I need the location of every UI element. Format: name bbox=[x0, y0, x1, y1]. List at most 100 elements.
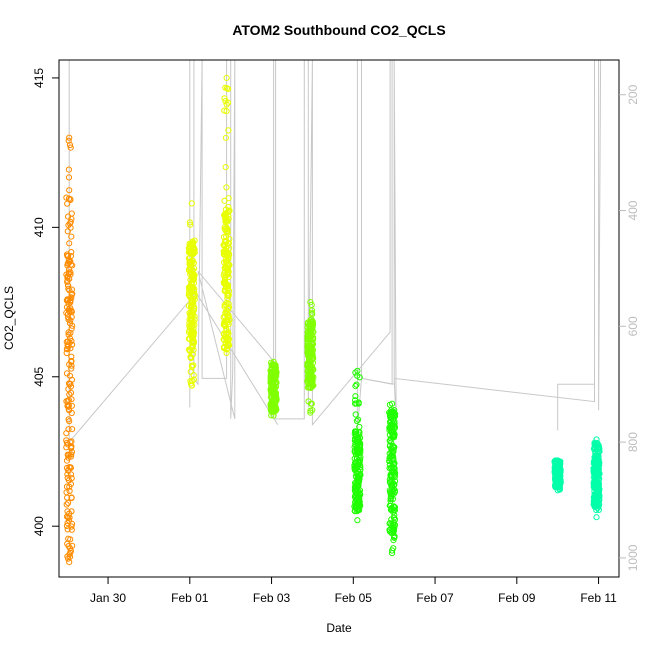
data-point bbox=[63, 457, 71, 464]
right-tick-label: 600 bbox=[626, 316, 640, 336]
data-point bbox=[65, 329, 72, 336]
data-point bbox=[591, 503, 598, 510]
data-point bbox=[388, 427, 395, 434]
data-point bbox=[186, 258, 193, 266]
data-point bbox=[186, 219, 193, 226]
data-point bbox=[351, 467, 359, 474]
data-point bbox=[353, 381, 360, 388]
data-point bbox=[222, 322, 229, 330]
data-point bbox=[389, 550, 396, 557]
right-tick-label: 1000 bbox=[626, 544, 640, 571]
data-point bbox=[189, 267, 196, 274]
data-point bbox=[352, 397, 359, 404]
data-point bbox=[355, 416, 362, 423]
data-point bbox=[272, 391, 279, 398]
data-point bbox=[390, 514, 398, 522]
data-point bbox=[223, 346, 230, 353]
x-tick-label: Feb 09 bbox=[498, 591, 536, 605]
data-point bbox=[391, 407, 398, 414]
data-point bbox=[186, 346, 193, 353]
data-point bbox=[304, 384, 311, 391]
data-point bbox=[187, 221, 194, 228]
data-point bbox=[223, 74, 230, 82]
data-point bbox=[189, 351, 196, 358]
x-tick-label: Feb 03 bbox=[253, 591, 291, 605]
data-point bbox=[189, 342, 196, 350]
data-point bbox=[390, 464, 397, 471]
data-point bbox=[556, 458, 563, 466]
data-point bbox=[269, 369, 277, 376]
data-point bbox=[64, 441, 72, 448]
data-point bbox=[66, 361, 73, 368]
data-point bbox=[66, 483, 73, 490]
data-point bbox=[185, 249, 192, 256]
data-point bbox=[188, 260, 195, 267]
data-point bbox=[390, 433, 397, 440]
data-point bbox=[66, 187, 73, 194]
data-point bbox=[554, 457, 561, 464]
data-point bbox=[225, 203, 232, 211]
data-point bbox=[221, 276, 229, 283]
data-point bbox=[187, 303, 195, 310]
data-point bbox=[65, 137, 72, 144]
data-point bbox=[390, 409, 397, 416]
data-point bbox=[190, 376, 197, 383]
data-point bbox=[187, 242, 194, 250]
altitude-trace-layer bbox=[68, 59, 602, 444]
data-point bbox=[63, 501, 70, 508]
y-tick-label: 410 bbox=[32, 217, 46, 237]
data-point bbox=[355, 496, 362, 503]
data-point bbox=[66, 487, 73, 495]
data-point bbox=[594, 455, 602, 462]
data-point bbox=[64, 520, 71, 527]
data-point bbox=[386, 443, 393, 450]
data-point bbox=[307, 299, 314, 306]
altitude-trace-segment bbox=[191, 285, 279, 425]
data-point bbox=[592, 499, 599, 506]
data-point bbox=[591, 480, 599, 487]
data-point bbox=[65, 285, 72, 292]
data-point bbox=[594, 458, 601, 465]
data-point bbox=[225, 99, 232, 106]
data-point bbox=[224, 295, 231, 302]
data-point bbox=[67, 224, 74, 231]
data-point bbox=[224, 269, 231, 276]
data-point bbox=[389, 495, 396, 503]
data-point bbox=[353, 417, 360, 425]
data-point bbox=[355, 468, 362, 475]
data-point bbox=[554, 487, 561, 494]
data-point bbox=[270, 412, 277, 419]
data-point bbox=[352, 383, 359, 390]
y-axis: 400 405 410 415 bbox=[32, 68, 59, 536]
data-point bbox=[355, 449, 363, 456]
data-point bbox=[189, 297, 196, 304]
data-point bbox=[595, 506, 603, 513]
data-point bbox=[190, 273, 198, 280]
data-point bbox=[307, 317, 314, 324]
data-point bbox=[188, 382, 195, 389]
x-axis: Jan 30 Feb 01 Feb 03 Feb 05 Feb 07 Feb 09 Feb … bbox=[90, 577, 617, 605]
data-point bbox=[187, 368, 194, 375]
data-point bbox=[190, 239, 197, 246]
data-point bbox=[67, 317, 74, 324]
right-tick-label: 800 bbox=[626, 432, 640, 452]
altitude-trace bbox=[68, 59, 602, 444]
data-point bbox=[308, 400, 315, 407]
data-point bbox=[223, 349, 230, 356]
data-point bbox=[189, 284, 196, 292]
data-point bbox=[270, 397, 277, 404]
data-point bbox=[189, 339, 196, 346]
data-point bbox=[68, 475, 75, 482]
data-point bbox=[386, 454, 393, 461]
data-point bbox=[190, 243, 197, 250]
right-tick-label: 200 bbox=[626, 84, 640, 104]
data-point bbox=[308, 316, 315, 323]
data-point bbox=[66, 308, 73, 315]
data-point bbox=[224, 227, 231, 234]
data-point bbox=[190, 372, 197, 379]
data-point bbox=[64, 471, 71, 478]
data-point bbox=[189, 336, 196, 343]
data-point bbox=[66, 320, 74, 327]
y-tick-label: 405 bbox=[32, 366, 46, 386]
data-point bbox=[188, 300, 195, 307]
